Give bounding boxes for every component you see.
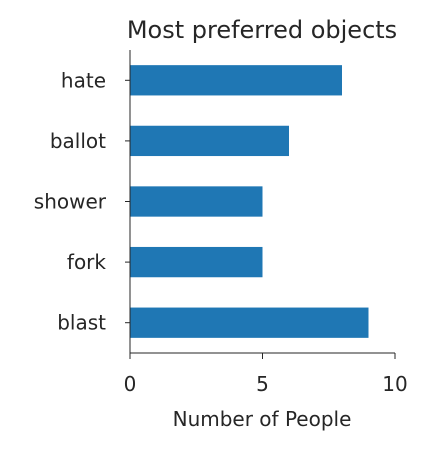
- bar-ballot: [130, 125, 289, 157]
- bar-blast: [130, 307, 369, 338]
- y-axis: hate ballot shower fork blast: [34, 50, 131, 353]
- x-tick-label-0: 0: [124, 372, 137, 396]
- y-tick-label-hate: hate: [61, 68, 106, 92]
- bar-fork: [130, 246, 263, 278]
- x-axis-label: Number of People: [173, 407, 352, 431]
- plot-area: [130, 65, 369, 338]
- x-axis: 0 5 10: [124, 352, 408, 396]
- y-tick-label-shower: shower: [34, 190, 107, 214]
- x-tick-label-5: 5: [256, 372, 269, 396]
- bar-hate: [130, 65, 342, 96]
- y-tick-label-blast: blast: [57, 311, 106, 335]
- bar-shower: [130, 186, 263, 217]
- y-tick-label-ballot: ballot: [50, 129, 106, 153]
- chart-title: Most preferred objects: [127, 16, 397, 44]
- x-tick-label-10: 10: [382, 372, 407, 396]
- y-tick-label-fork: fork: [67, 250, 107, 274]
